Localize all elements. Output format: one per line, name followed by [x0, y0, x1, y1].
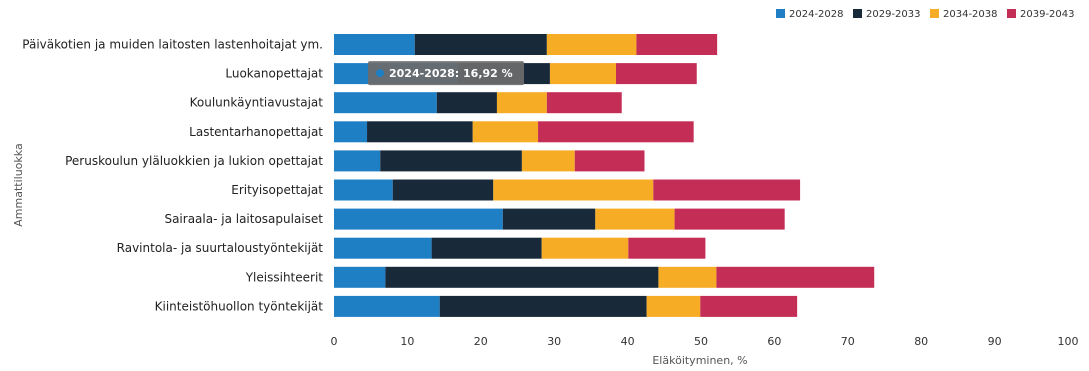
bar-segment[interactable] [502, 208, 596, 230]
bar-segment[interactable] [414, 34, 547, 55]
legend-label[interactable]: 2034-2038 [943, 9, 998, 20]
bar-segment[interactable] [574, 150, 645, 172]
bar-segment[interactable] [334, 266, 386, 288]
bar-segment[interactable] [334, 121, 368, 143]
tooltip-marker [376, 69, 384, 78]
bar-segment[interactable] [367, 121, 473, 143]
bar-segment[interactable] [658, 266, 717, 288]
legend-swatch [930, 9, 939, 18]
category-labels: Päiväkotien ja muiden laitosten lastenho… [22, 38, 323, 314]
category-label: Ravintola- ja suurtalous­työntekijät [117, 241, 324, 255]
x-tick-label: 20 [474, 335, 488, 348]
bar-segment[interactable] [636, 34, 718, 55]
bar-segment[interactable] [496, 92, 547, 114]
bar-segment[interactable] [334, 208, 503, 230]
legend-label[interactable]: 2039-2043 [1020, 9, 1075, 20]
x-axis-title: Eläköityminen, % [652, 354, 747, 367]
category-label: Yleissihteerit [245, 270, 324, 284]
tooltip-box [368, 61, 524, 86]
bar-segment[interactable] [538, 121, 694, 143]
bar-segment[interactable] [392, 179, 494, 201]
bar-segment[interactable] [546, 34, 637, 55]
category-label: Koulunkäyntiavustajat [190, 96, 324, 110]
x-tick-label: 40 [621, 335, 635, 348]
x-tick-label: 50 [694, 335, 708, 348]
tooltip-text: 2024-2028: 16,92 % [389, 67, 513, 80]
bar-segment[interactable] [439, 295, 647, 317]
bar-segment[interactable] [541, 237, 629, 259]
legend-label[interactable]: 2029-2033 [866, 9, 921, 20]
category-label: Sairaala- ja laitosapulaiset [164, 212, 323, 226]
x-axis-ticks: 0 10 20 30 40 50 60 70 80 90 100 [331, 335, 1079, 348]
category-label: Peruskoulun yläluokkien ja lukion opetta… [65, 154, 323, 168]
category-label: Kiinteistöhuollon työntekijät [155, 299, 324, 313]
category-label: Erityisopettajat [231, 183, 323, 197]
bar-segment[interactable] [472, 121, 539, 143]
bar-segment[interactable] [616, 63, 697, 85]
bar-segment[interactable] [431, 237, 542, 259]
x-tick-label: 30 [547, 335, 561, 348]
bar-segment[interactable] [493, 179, 654, 201]
legend-label[interactable]: 2024-2028 [789, 9, 844, 20]
bar-segment[interactable] [334, 237, 432, 259]
legend-swatch [1007, 9, 1016, 18]
legend-swatch [776, 9, 785, 18]
bar-segment[interactable] [700, 295, 798, 317]
x-tick-label: 60 [767, 335, 781, 348]
tooltip: 2024-2028: 16,92 % [368, 61, 524, 86]
x-tick-label: 10 [400, 335, 414, 348]
category-label: Luokanopettajat [225, 67, 323, 81]
bar-segment[interactable] [436, 92, 497, 114]
bar-segment[interactable] [646, 295, 701, 317]
x-tick-label: 70 [841, 335, 855, 348]
bar-segment[interactable] [521, 150, 575, 172]
bar-segment[interactable] [653, 179, 801, 201]
bar-segment[interactable] [334, 92, 437, 114]
legend-swatch [853, 9, 862, 18]
x-tick-label: 80 [914, 335, 928, 348]
bar-segment[interactable] [334, 179, 393, 201]
bar-segment[interactable] [546, 92, 622, 114]
x-tick-label: 90 [988, 335, 1002, 348]
bar-segment[interactable] [628, 237, 706, 259]
y-axis-title: Ammattiluokka [12, 143, 25, 226]
bar-segment[interactable] [716, 266, 875, 288]
bar-segment[interactable] [549, 63, 617, 85]
bar-segment[interactable] [380, 150, 522, 172]
bar-segment[interactable] [334, 34, 415, 55]
bar-segment[interactable] [595, 208, 675, 230]
x-tick-label: 100 [1058, 335, 1079, 348]
bars [334, 34, 875, 317]
bar-segment[interactable] [385, 266, 659, 288]
category-label: Päiväkotien ja muiden laitosten lastenho… [22, 38, 323, 52]
bar-segment[interactable] [334, 150, 381, 172]
bar-segment[interactable] [674, 208, 785, 230]
x-tick-label: 0 [331, 335, 338, 348]
legend: 2024-2028 2029-2033 2034-2038 2039-2043 [776, 9, 1075, 20]
category-label: Lastentarhanopettajat [189, 125, 323, 139]
bar-segment[interactable] [334, 295, 440, 317]
